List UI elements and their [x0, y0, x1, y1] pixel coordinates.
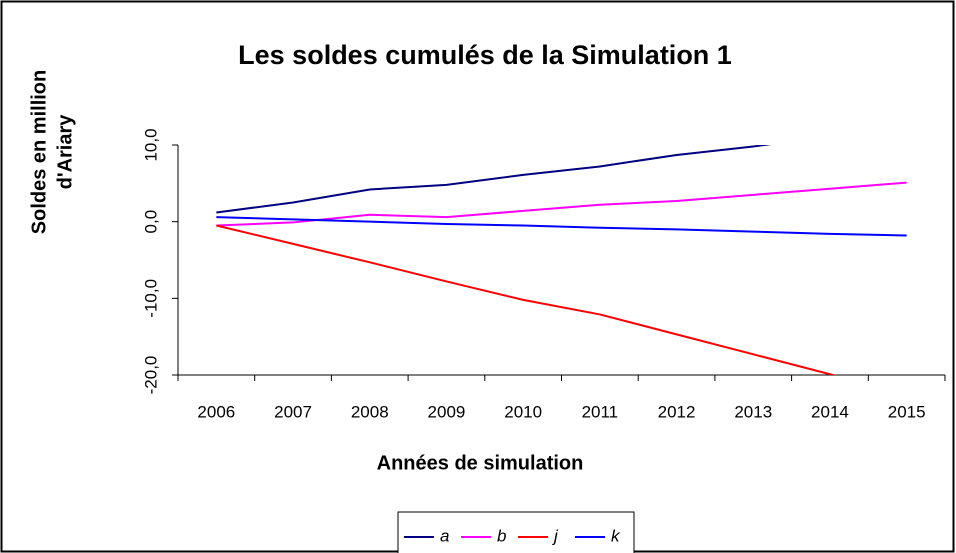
y-tick-label: -10,0	[141, 279, 160, 318]
x-tick-label: 2015	[888, 402, 926, 421]
x-tick-label: 2013	[734, 402, 772, 421]
y-axis-label-line: Soldes en million	[28, 70, 50, 234]
x-tick-label: 2014	[811, 402, 849, 421]
legend-label: a	[440, 526, 449, 545]
legend-label: k	[611, 526, 621, 545]
x-tick-label: 2010	[504, 402, 542, 421]
x-tick-label: 2009	[428, 402, 466, 421]
legend	[397, 511, 635, 553]
x-tick-label: 2006	[197, 402, 235, 421]
line	[216, 216, 907, 237]
x-tick-label: 2008	[351, 402, 389, 421]
y-tick-label: 0,0	[141, 210, 160, 234]
line	[216, 224, 837, 375]
y-tick-label: 10,0	[141, 128, 160, 161]
y-tick-label: -20,0	[141, 356, 160, 395]
y-axis-label: Soldes en million d'Ariary	[28, 70, 76, 234]
x-axis-label: Années de simulation	[377, 452, 584, 474]
chart-title: Les soldes cumulés de la Simulation 1	[238, 40, 732, 70]
x-tick-label: 2012	[658, 402, 696, 421]
x-tick-label: 2011	[582, 402, 619, 421]
y-axis-label-line: d'Ariary	[54, 114, 76, 190]
legend-label: j	[552, 526, 559, 545]
line	[216, 181, 907, 227]
legend-label: b	[497, 526, 506, 545]
plot	[216, 145, 907, 375]
line	[216, 145, 772, 214]
x-tick-label: 2007	[274, 402, 312, 421]
